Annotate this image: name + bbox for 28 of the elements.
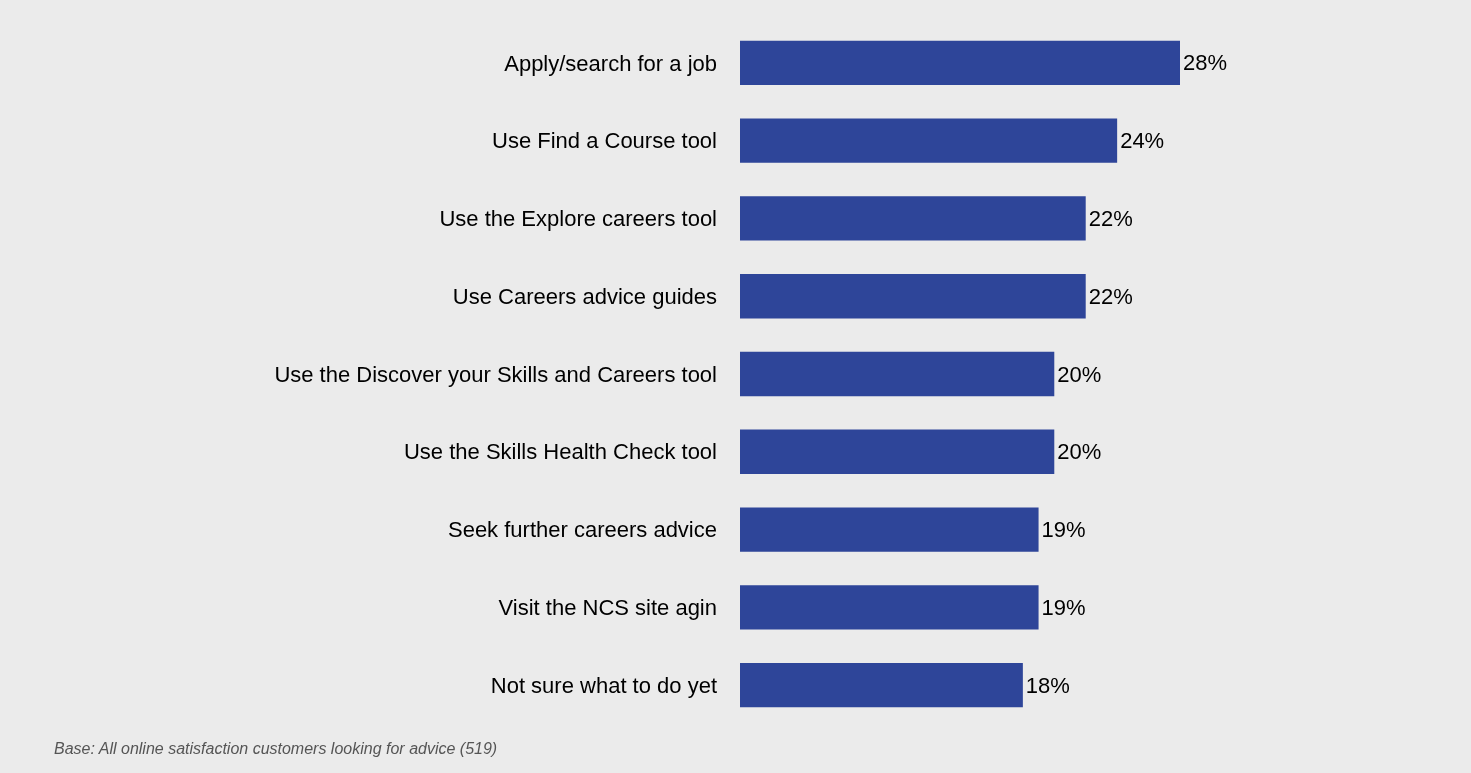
data-label: 19% xyxy=(1041,594,1086,620)
data-label: 28% xyxy=(1183,50,1228,76)
y-tick-label: Use the Skills Health Check tool xyxy=(403,439,717,465)
y-tick-label: Use the Discover your Skills and Careers tool xyxy=(274,361,717,387)
y-tick-label: Not sure what to do yet xyxy=(490,672,717,698)
y-tick-label: Visit the NCS site agin xyxy=(498,595,717,621)
y-tick-label: Use Careers advice guides xyxy=(452,283,717,309)
text: Base: All online satisfaction customers looking for advice (519) xyxy=(54,740,498,757)
data-label: 19% xyxy=(1041,517,1086,543)
bar xyxy=(740,585,1039,630)
bar xyxy=(740,196,1086,241)
data-label: 18% xyxy=(1025,672,1070,698)
data-label: 22% xyxy=(1088,283,1133,309)
data-label: 20% xyxy=(1057,361,1102,387)
bar xyxy=(740,351,1055,397)
data-label: 24% xyxy=(1120,128,1165,154)
data-label: 20% xyxy=(1057,439,1102,465)
bar xyxy=(740,429,1055,474)
y-tick-label: Use the Explore careers tool xyxy=(439,206,717,232)
data-label: 22% xyxy=(1088,205,1133,231)
bar xyxy=(740,274,1086,319)
bar xyxy=(740,40,1180,86)
bar xyxy=(740,507,1039,552)
y-tick-label: Seek further careers advice xyxy=(447,517,717,543)
y-tick-label: Use Find a Course tool xyxy=(492,128,717,154)
bar xyxy=(740,662,1023,708)
y-tick-label: Apply/search for a job xyxy=(504,50,717,76)
bar xyxy=(740,118,1118,163)
